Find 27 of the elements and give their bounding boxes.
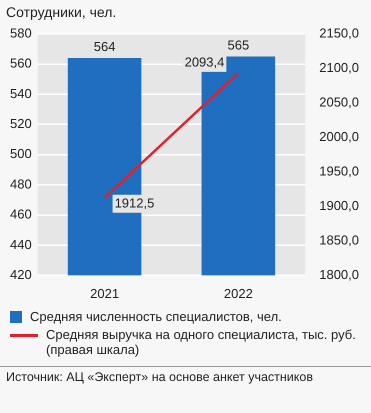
data-label: 565 [228,38,250,53]
x-tick-label: 2021 [90,286,120,301]
y-tick-label: 560 [10,56,32,71]
y2-tick-label: 2100,0 [319,60,360,75]
legend-label: Средняя численность специалистов, чел. [30,309,282,324]
y2-tick-label: 2050,0 [319,94,360,110]
y-tick-label: 540 [10,86,32,101]
y-tick-label: 480 [10,176,32,192]
y2-tick-label: 1800,0 [319,266,360,282]
text: Источник: АЦ «Эксперт» на основе анкет участников [0,366,371,387]
y2-tick-label: 2000,0 [319,128,360,144]
y-tick-label: 440 [10,236,32,252]
x-tick-label: 2022 [224,286,253,301]
y-tick-label: 520 [10,116,32,131]
legend-label: Средняя выручка на одного специалиста, тыс. руб. (правая шкала) [46,327,357,357]
y2-tick-label: 2150,0 [319,25,360,40]
y-tick-label: 500 [10,146,32,162]
y-tick-label: 580 [10,25,32,40]
y-tick-label: 420 [10,266,32,282]
data-label: 2093,4 [184,54,224,70]
y2-tick-label: 1850,0 [319,232,360,248]
y2-tick-label: 1900,0 [319,198,360,213]
y2-tick-label: 1950,0 [319,163,360,178]
y-tick-label: 460 [10,206,32,222]
y-axis-title: Сотрудники, чел. [5,3,118,20]
data-label: 1912,5 [114,195,154,210]
data-label: 564 [94,39,116,54]
